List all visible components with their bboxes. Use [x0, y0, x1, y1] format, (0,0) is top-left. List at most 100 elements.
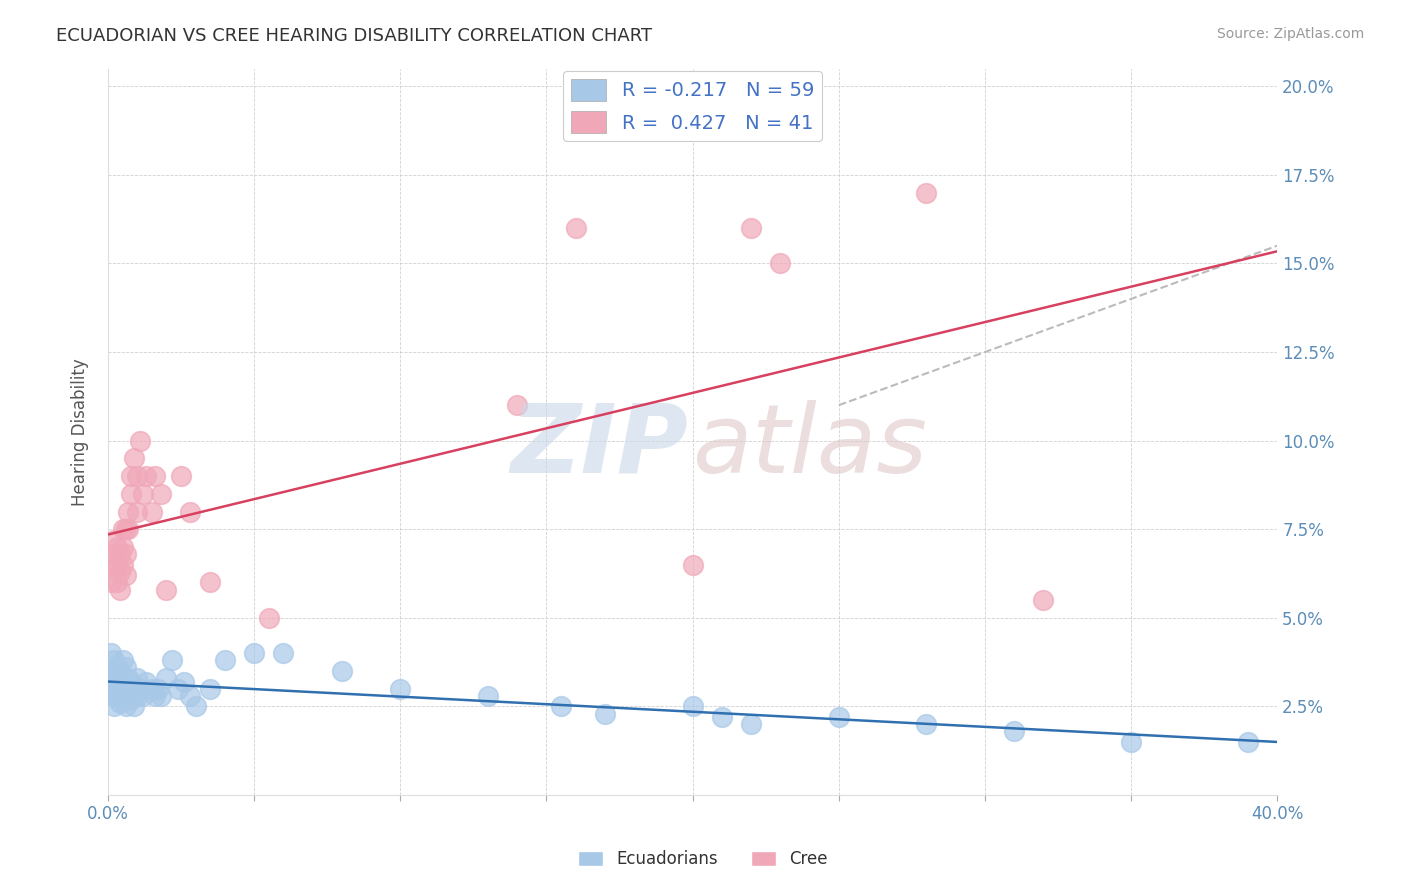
- Point: [200, 575, 222, 590]
- Point: [114, 568, 136, 582]
- Point: [141, 504, 163, 518]
- Y-axis label: Hearing Disability: Hearing Disability: [72, 358, 89, 506]
- Point: [124, 451, 146, 466]
- Point: [117, 671, 139, 685]
- Point: [710, 710, 733, 724]
- Point: [100, 558, 122, 572]
- Point: [179, 504, 201, 518]
- Point: [100, 575, 122, 590]
- Point: [120, 469, 142, 483]
- Point: [103, 689, 125, 703]
- Point: [173, 674, 195, 689]
- Point: [108, 671, 131, 685]
- Point: [108, 696, 131, 710]
- Point: [143, 689, 166, 703]
- Point: [108, 664, 131, 678]
- Point: [103, 699, 125, 714]
- Point: [132, 689, 155, 703]
- Point: [124, 681, 146, 696]
- Point: [682, 699, 704, 714]
- Point: [155, 582, 177, 597]
- Point: [477, 689, 499, 703]
- Point: [214, 653, 236, 667]
- Point: [155, 671, 177, 685]
- Point: [120, 692, 142, 706]
- Point: [129, 434, 152, 448]
- Point: [103, 547, 125, 561]
- Point: [117, 689, 139, 703]
- Point: [146, 681, 169, 696]
- Point: [769, 256, 792, 270]
- Point: [100, 646, 122, 660]
- Point: [105, 681, 128, 696]
- Point: [167, 681, 190, 696]
- Point: [108, 582, 131, 597]
- Text: ECUADORIAN VS CREE HEARING DISABILITY CORRELATION CHART: ECUADORIAN VS CREE HEARING DISABILITY CO…: [56, 27, 652, 45]
- Point: [108, 547, 131, 561]
- Point: [135, 674, 157, 689]
- Point: [141, 681, 163, 696]
- Point: [100, 674, 122, 689]
- Point: [149, 487, 172, 501]
- Legend: R = -0.217   N = 59, R =  0.427   N = 41: R = -0.217 N = 59, R = 0.427 N = 41: [564, 71, 823, 141]
- Point: [105, 660, 128, 674]
- Point: [105, 575, 128, 590]
- Point: [108, 681, 131, 696]
- Point: [111, 522, 134, 536]
- Point: [1237, 735, 1260, 749]
- Point: [740, 717, 762, 731]
- Point: [103, 653, 125, 667]
- Point: [124, 699, 146, 714]
- Point: [111, 653, 134, 667]
- Point: [105, 558, 128, 572]
- Point: [1119, 735, 1142, 749]
- Point: [682, 558, 704, 572]
- Point: [111, 540, 134, 554]
- Point: [111, 674, 134, 689]
- Point: [127, 504, 149, 518]
- Point: [100, 664, 122, 678]
- Point: [564, 221, 586, 235]
- Text: atlas: atlas: [692, 400, 927, 492]
- Point: [162, 653, 184, 667]
- Point: [143, 469, 166, 483]
- Point: [915, 186, 938, 200]
- Point: [129, 681, 152, 696]
- Point: [114, 681, 136, 696]
- Point: [179, 689, 201, 703]
- Point: [273, 646, 295, 660]
- Text: Source: ZipAtlas.com: Source: ZipAtlas.com: [1216, 27, 1364, 41]
- Point: [127, 469, 149, 483]
- Point: [1032, 593, 1054, 607]
- Point: [127, 671, 149, 685]
- Point: [120, 487, 142, 501]
- Point: [105, 689, 128, 703]
- Point: [149, 689, 172, 703]
- Point: [915, 717, 938, 731]
- Point: [117, 504, 139, 518]
- Legend: Ecuadorians, Cree: Ecuadorians, Cree: [571, 844, 835, 875]
- Point: [828, 710, 851, 724]
- Point: [184, 699, 207, 714]
- Point: [114, 547, 136, 561]
- Point: [117, 522, 139, 536]
- Point: [740, 221, 762, 235]
- Point: [105, 674, 128, 689]
- Point: [114, 660, 136, 674]
- Point: [550, 699, 572, 714]
- Point: [114, 699, 136, 714]
- Text: ZIP: ZIP: [510, 400, 688, 492]
- Point: [330, 664, 353, 678]
- Point: [105, 540, 128, 554]
- Point: [127, 689, 149, 703]
- Point: [593, 706, 616, 721]
- Point: [257, 611, 280, 625]
- Point: [111, 558, 134, 572]
- Point: [120, 674, 142, 689]
- Point: [103, 671, 125, 685]
- Point: [108, 565, 131, 579]
- Point: [389, 681, 412, 696]
- Point: [103, 533, 125, 547]
- Point: [506, 398, 529, 412]
- Point: [132, 487, 155, 501]
